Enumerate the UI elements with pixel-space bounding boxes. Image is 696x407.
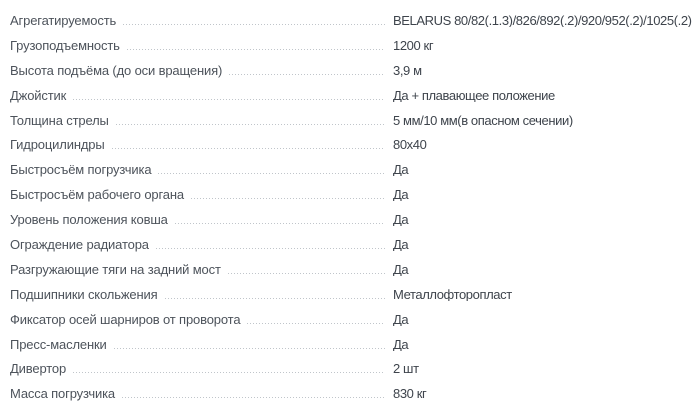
dotted-leader	[111, 148, 385, 150]
spec-value: 830 кг	[393, 387, 427, 401]
spec-row-left: Толщина стрелы	[10, 114, 393, 127]
spec-row: Быстросъём рабочего органа Да	[10, 182, 696, 207]
spec-label: Толщина стрелы	[10, 112, 109, 128]
spec-row-left: Быстросъём рабочего органа	[10, 188, 393, 201]
spec-row: Быстросъём погрузчика Да	[10, 157, 696, 182]
spec-label: Быстросъём рабочего органа	[10, 187, 184, 203]
spec-label: Гидроцилиндры	[10, 137, 105, 153]
dotted-leader	[126, 48, 385, 50]
dotted-leader	[227, 272, 385, 274]
spec-value: 1200 кг	[393, 38, 434, 52]
spec-label: Джойстик	[10, 87, 67, 103]
spec-value: Да	[393, 337, 409, 351]
spec-value: Да	[393, 163, 409, 177]
spec-row: Дивертор 2 шт	[10, 356, 696, 381]
dotted-leader	[113, 347, 385, 349]
spec-label: Подшипники скольжения	[10, 286, 158, 302]
spec-row: Пресс-масленки Да	[10, 332, 696, 357]
spec-value: Да	[393, 262, 409, 276]
spec-row: Джойстик Да + плавающее положение	[10, 83, 696, 108]
spec-row-left: Дивертор	[10, 362, 393, 375]
spec-row: Толщина стрелы 5 мм/10 мм(в опасном сече…	[10, 108, 696, 133]
spec-label: Агрегатируемость	[10, 12, 117, 28]
spec-row-left: Гидроцилиндры	[10, 138, 393, 151]
dotted-leader	[73, 98, 385, 100]
spec-row-left: Уровень положения ковша	[10, 213, 393, 226]
spec-value: Да	[393, 188, 409, 202]
spec-value: 2 шт	[393, 362, 419, 376]
dotted-leader	[247, 322, 385, 324]
spec-label: Ограждение радиатора	[10, 236, 149, 252]
spec-row-left: Разгружающие тяги на задний мост	[10, 263, 393, 276]
dotted-leader	[123, 23, 385, 25]
spec-row-left: Подшипники скольжения	[10, 288, 393, 301]
spec-value: 3,9 м	[393, 63, 422, 77]
spec-label: Фиксатор осей шарниров от проворота	[10, 311, 241, 327]
spec-value: BELARUS 80/82(.1.3)/826/892(.2)/920/952(…	[393, 13, 692, 27]
spec-value: 5 мм/10 мм(в опасном сечении)	[393, 113, 573, 127]
spec-row-left: Ограждение радиатора	[10, 238, 393, 251]
spec-value: Да	[393, 213, 409, 227]
spec-row-left: Джойстик	[10, 89, 393, 102]
dotted-leader	[155, 247, 385, 249]
spec-label: Масса погрузчика	[10, 386, 116, 402]
dotted-leader	[164, 297, 385, 299]
spec-value: Да + плавающее положение	[393, 88, 555, 102]
spec-value: Да	[393, 312, 409, 326]
dotted-leader	[158, 173, 385, 175]
spec-row-left: Агрегатируемость	[10, 14, 393, 27]
spec-label: Разгружающие тяги на задний мост	[10, 261, 221, 277]
dotted-leader	[115, 123, 385, 125]
spec-label: Уровень положения ковша	[10, 212, 168, 228]
spec-row: Агрегатируемость BELARUS 80/82(.1.3)/826…	[10, 8, 696, 33]
spec-row: Уровень положения ковша Да	[10, 207, 696, 232]
spec-row-left: Пресс-масленки	[10, 338, 393, 351]
spec-row-left: Масса погрузчика	[10, 387, 393, 400]
spec-row: Высота подъёма (до оси вращения) 3,9 м	[10, 58, 696, 83]
dotted-leader	[73, 372, 385, 374]
spec-row: Подшипники скольжения Металлофторопласт	[10, 282, 696, 307]
spec-row: Масса погрузчика 830 кг	[10, 381, 696, 406]
spec-label: Грузоподъемность	[10, 37, 120, 53]
spec-row: Ограждение радиатора Да	[10, 232, 696, 257]
spec-row: Разгружающие тяги на задний мост Да	[10, 257, 696, 282]
spec-value: Металлофторопласт	[393, 287, 512, 301]
spec-label: Дивертор	[10, 361, 67, 377]
spec-label: Быстросъём погрузчика	[10, 162, 152, 178]
dotted-leader	[229, 73, 385, 75]
spec-row: Грузоподъемность 1200 кг	[10, 33, 696, 58]
spec-value: Да	[393, 237, 409, 251]
spec-row-left: Высота подъёма (до оси вращения)	[10, 64, 393, 77]
spec-row: Гидроцилиндры 80x40	[10, 132, 696, 157]
spec-row-left: Быстросъём погрузчика	[10, 163, 393, 176]
dotted-leader	[122, 397, 385, 399]
spec-label: Пресс-масленки	[10, 336, 107, 352]
spec-row-left: Грузоподъемность	[10, 39, 393, 52]
dotted-leader	[174, 223, 385, 225]
dotted-leader	[191, 198, 385, 200]
spec-value: 80x40	[393, 138, 427, 152]
spec-row-left: Фиксатор осей шарниров от проворота	[10, 313, 393, 326]
spec-row: Фиксатор осей шарниров от проворота Да	[10, 307, 696, 332]
spec-label: Высота подъёма (до оси вращения)	[10, 62, 223, 78]
